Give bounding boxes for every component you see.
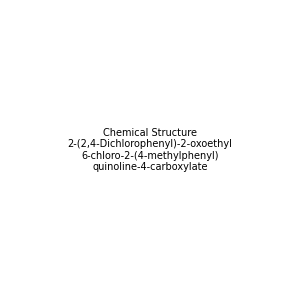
Text: Chemical Structure
2-(2,4-Dichlorophenyl)-2-oxoethyl
6-chloro-2-(4-methylphenyl): Chemical Structure 2-(2,4-Dichlorophenyl… bbox=[68, 128, 232, 172]
